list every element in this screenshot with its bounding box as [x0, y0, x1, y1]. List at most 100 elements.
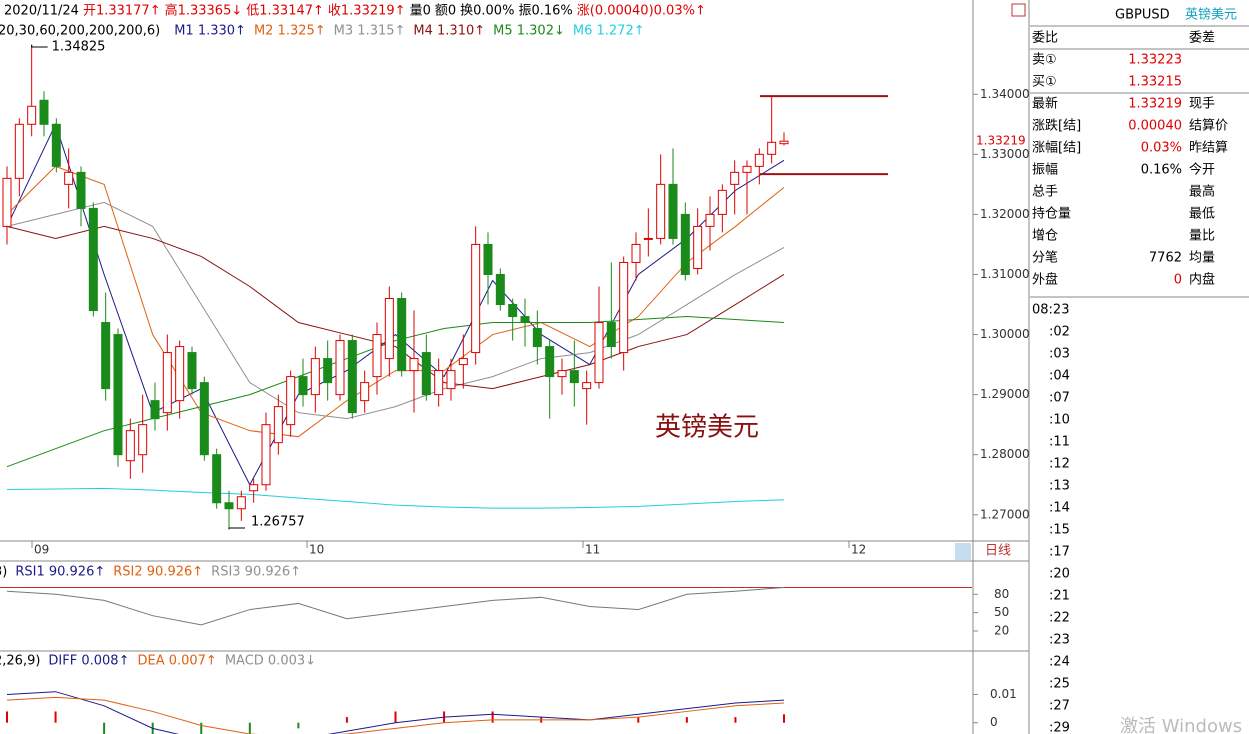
watermark: 激活 Windows [1120, 716, 1242, 734]
candle-body [323, 358, 333, 384]
quote-right-label: 内盘 [1189, 272, 1215, 288]
quote-value: 0.16% [1141, 163, 1182, 178]
last-price: 1.33219 [976, 134, 1026, 148]
legend-item: RSI3 90.926↑ [211, 565, 301, 580]
legend-item: M5 1.302↓ [493, 24, 565, 39]
ma-line [6, 122, 785, 486]
candle-body [76, 171, 86, 209]
x-tick-label: 10 [309, 543, 324, 557]
candle-body [88, 207, 98, 312]
candle-body [125, 430, 135, 462]
plot [6, 691, 785, 734]
quote-label: 卖① [1032, 53, 1057, 68]
y-tick-label: 1.30000 [980, 327, 1030, 341]
quote-right-label: 今开 [1189, 162, 1215, 178]
candle-body [545, 346, 555, 378]
quote-label: 委比 [1032, 31, 1058, 46]
y-tick-label: 20 [994, 624, 1009, 638]
quote-label: 增仓 [1032, 229, 1058, 244]
x-tick-label: 12 [851, 543, 866, 557]
legend-item: M6 1.272↑ [573, 24, 645, 39]
candle-body [101, 322, 111, 390]
header-item: 收1.33219↑ [328, 4, 406, 19]
y-tick-label: 1.29000 [980, 387, 1030, 401]
candle-body [298, 376, 308, 396]
candle-body [532, 328, 542, 348]
chart-note: 英镑美元 [655, 413, 759, 443]
candle-body [286, 376, 296, 426]
candle-body [495, 273, 505, 306]
y-tick-label: 1.32000 [980, 207, 1030, 221]
candle-body [409, 358, 419, 372]
candle-body [693, 225, 703, 269]
ma-line [6, 201, 785, 420]
tick-time: :02 [1049, 325, 1070, 340]
quote-label: 买① [1032, 75, 1057, 90]
candle-body [643, 237, 653, 240]
header-item: 振0.16% [518, 4, 572, 19]
macd-line [6, 691, 785, 734]
quote-name: 英镑美元 [1185, 7, 1237, 23]
y-tick-label: 0 [990, 715, 998, 729]
y-tick-label: 1.31000 [980, 267, 1030, 281]
tick-time: :03 [1049, 347, 1070, 362]
y-tick-label: 1.34000 [980, 87, 1030, 101]
quote-label: 最新 [1032, 96, 1058, 112]
legend-params: 2,26,9) [0, 654, 40, 669]
candle-body [335, 340, 345, 396]
candle-body [767, 141, 777, 155]
high-marker [31, 44, 48, 48]
candle-body [310, 358, 320, 396]
header-item: 量0 [410, 4, 431, 19]
tick-time: 08:23 [1032, 303, 1069, 318]
candle-body [372, 334, 382, 378]
window-button[interactable] [1011, 3, 1026, 17]
header-item: 开1.33177↑ [83, 4, 161, 19]
candle-body [249, 484, 259, 492]
period-button[interactable]: 日线 [985, 544, 1011, 559]
macd-line [6, 696, 785, 734]
candle-body [150, 400, 160, 420]
ma-line [6, 487, 785, 509]
candle-body [717, 189, 727, 215]
candle-body [508, 304, 518, 318]
tick-time: :13 [1049, 479, 1070, 494]
candle-body [273, 406, 283, 444]
candle-body [347, 340, 357, 414]
candle-body [199, 382, 209, 456]
tick-time: :29 [1049, 721, 1070, 734]
candle-body [261, 424, 271, 486]
candle-body [421, 352, 431, 396]
quote-right-label: 委差 [1189, 31, 1215, 46]
plot [0, 587, 972, 626]
legend-item: RSI1 90.926↑ [15, 565, 105, 580]
quote-right-label: 现手 [1189, 97, 1215, 112]
tick-time: :22 [1049, 611, 1070, 626]
tick-time: :24 [1049, 655, 1070, 670]
candle-body [212, 454, 222, 504]
ma-line [6, 165, 785, 438]
plot [2, 44, 789, 530]
quote-right-label: 量比 [1189, 229, 1215, 244]
tick-time: :25 [1049, 677, 1070, 692]
quote-label: 持仓量 [1032, 207, 1071, 222]
tick-time: :12 [1049, 457, 1070, 472]
candle-body [360, 382, 370, 402]
candle-body [446, 370, 456, 390]
y-tick-label: 80 [994, 587, 1009, 601]
y-tick-label: 1.33000 [980, 147, 1030, 161]
legend-item: M1 1.330↑ [174, 24, 246, 39]
low-label: 1.26757 [251, 515, 305, 530]
candle-body [224, 502, 234, 510]
header-item: 高1.33365↓ [165, 3, 243, 19]
candle-body [569, 370, 579, 384]
scroll-button[interactable] [955, 543, 971, 560]
candle-body [51, 123, 61, 167]
quote-label: 涨跌[结] [1032, 118, 1081, 134]
quote-value: 0.03% [1141, 141, 1182, 156]
candle-body [458, 358, 468, 366]
quote-value: 1.33215 [1128, 75, 1182, 90]
tick-time: :10 [1049, 413, 1070, 428]
candle-body [730, 171, 740, 185]
legend-item: M3 1.315↑ [334, 24, 406, 39]
